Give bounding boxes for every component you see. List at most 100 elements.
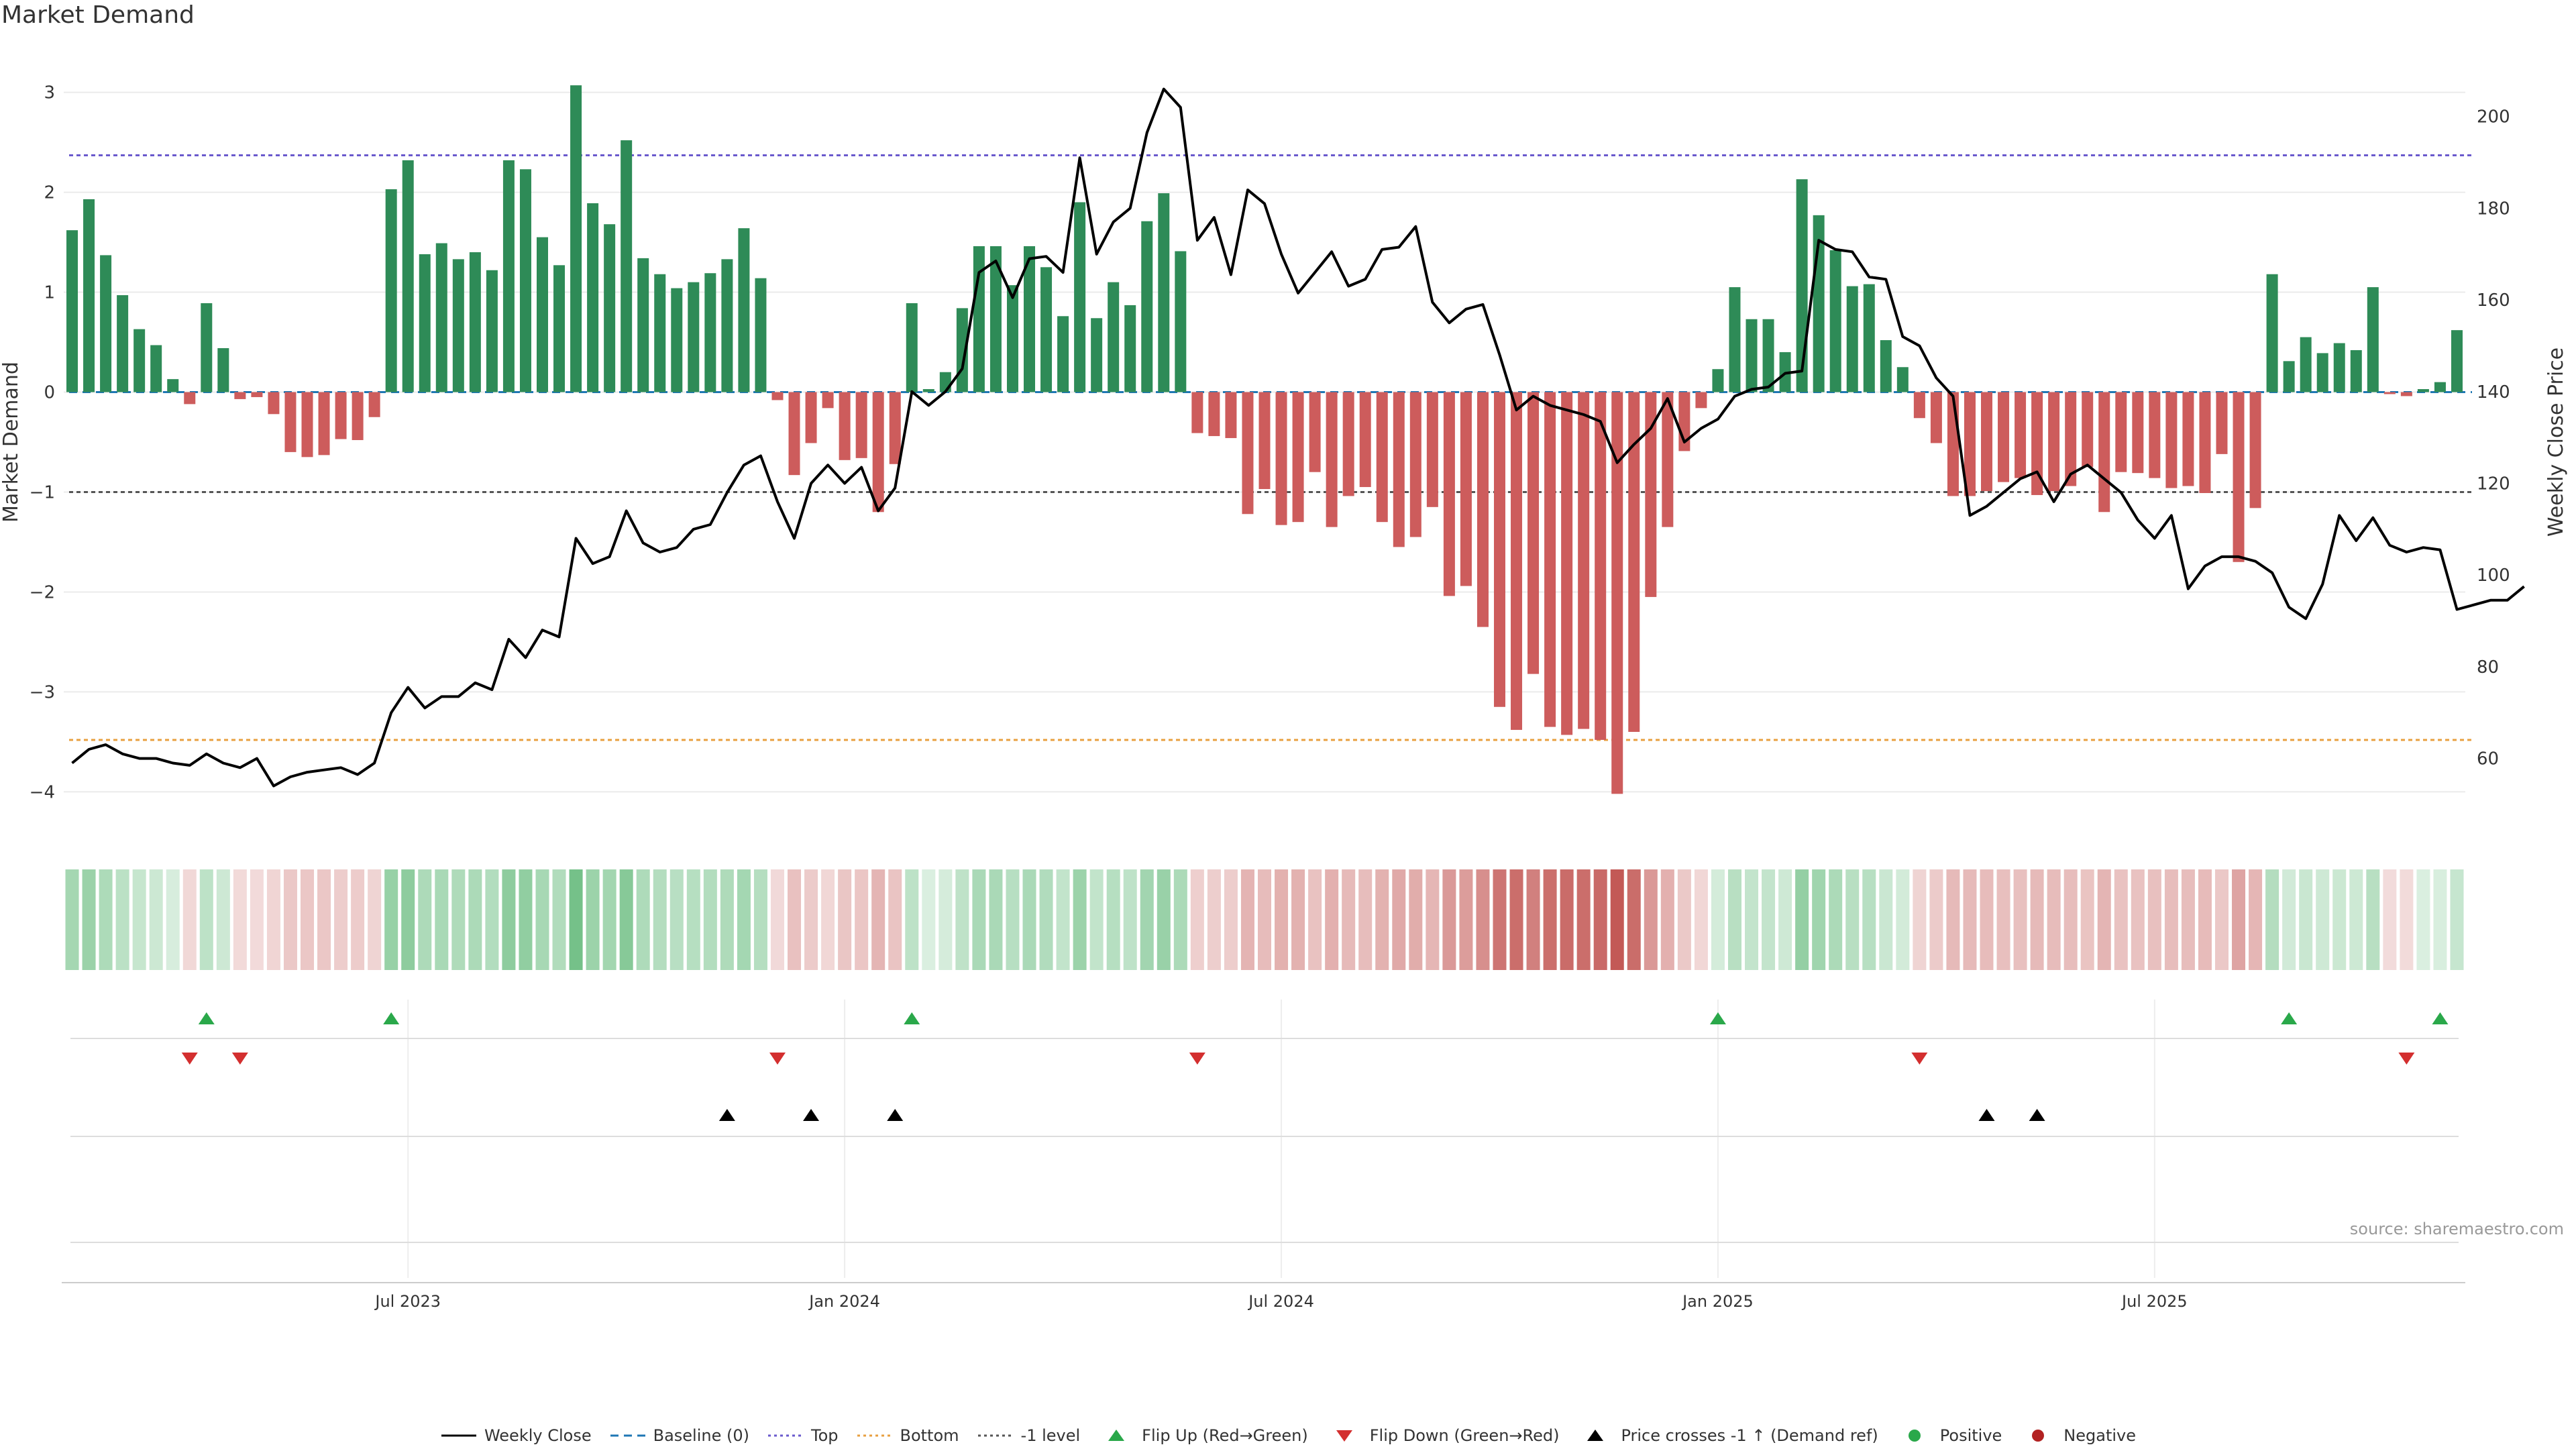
heat-cell [1526, 869, 1540, 970]
demand-bar [184, 392, 196, 405]
demand-bar [1359, 392, 1371, 488]
demand-bar [83, 199, 95, 392]
flip-up-marker [904, 1012, 920, 1024]
demand-bar [2300, 337, 2312, 392]
y-tick-label: 3 [44, 83, 55, 103]
demand-bar [1225, 392, 1237, 439]
demand-bar [1645, 392, 1657, 597]
heat-cell [99, 869, 113, 970]
x-tick-label: Jul 2023 [374, 1292, 441, 1311]
demand-bar [1191, 392, 1203, 433]
demand-bar [1846, 286, 1858, 392]
demand-bar [1947, 392, 1959, 496]
heat-cell [2400, 869, 2414, 970]
demand-bar [604, 224, 616, 392]
y2-axis-title: Weekly Close Price [2544, 347, 2568, 537]
heat-cell [1543, 869, 1557, 970]
heat-cell [435, 869, 449, 970]
heat-cell [1896, 869, 1910, 970]
heat-cell [2416, 869, 2430, 970]
demand-bar [469, 252, 481, 392]
heat-cell [2047, 869, 2061, 970]
y2-tick-label: 100 [2477, 566, 2510, 586]
y2-tick-label: 180 [2477, 199, 2510, 219]
heat-cell [1173, 869, 1187, 970]
flip-up-marker [383, 1012, 400, 1024]
heat-cell [418, 869, 432, 970]
legend-marker-icon [1336, 1430, 1352, 1442]
demand-bar [1108, 282, 1120, 392]
flip-down-marker [1189, 1053, 1205, 1065]
heat-cell [1762, 869, 1776, 970]
heat-cell [1727, 869, 1741, 970]
demand-bar [502, 160, 515, 392]
demand-bar [301, 392, 313, 458]
heat-cell [2114, 869, 2128, 970]
heat-cell [1862, 869, 1876, 970]
y2-tick-label: 60 [2477, 749, 2499, 769]
heat-cell [1627, 869, 1641, 970]
demand-bar [2048, 392, 2060, 491]
demand-bar [284, 392, 297, 452]
price-cross-marker [887, 1109, 904, 1121]
heat-cell [2013, 869, 2027, 970]
heat-cell [619, 869, 633, 970]
demand-bar [385, 189, 397, 392]
heat-cell [1190, 869, 1204, 970]
price-cross-marker [803, 1109, 820, 1121]
heat-cell [1022, 869, 1036, 970]
demand-bar [1527, 392, 1540, 674]
heat-cell [1745, 869, 1759, 970]
demand-bar [368, 392, 380, 417]
heat-cell [1677, 869, 1691, 970]
heat-cell [2332, 869, 2347, 970]
heat-cell [1392, 869, 1406, 970]
legend-marker-icon [2032, 1430, 2045, 1442]
heat-cell [1476, 869, 1490, 970]
legend-label: Negative [2063, 1426, 2137, 1445]
weekly-close-line [71, 87, 2525, 788]
heat-cell [1660, 869, 1674, 970]
flip-up-marker [2432, 1012, 2449, 1024]
heat-cell [2299, 869, 2313, 970]
heat-cell [2249, 869, 2263, 970]
demand-bar [352, 392, 364, 441]
legend-marker-icon [610, 1434, 645, 1437]
demand-bar [1762, 319, 1774, 392]
heat-cell [1610, 869, 1624, 970]
heat-cell [955, 869, 969, 970]
heat-cell [2080, 869, 2094, 970]
heat-cell [216, 869, 230, 970]
heat-cell [1560, 869, 1574, 970]
legend-item: Flip Up (Red→Green) [1097, 1426, 1308, 1445]
heat-cell [166, 869, 180, 970]
y2-tick-label: 80 [2477, 657, 2499, 678]
price-layer [71, 87, 2525, 788]
demand-bar [939, 372, 951, 392]
heat-cell [1711, 869, 1725, 970]
x-tick-label: Jul 2025 [2121, 1292, 2188, 1311]
heat-cell [753, 869, 767, 970]
demand-bar [1544, 392, 1556, 727]
heat-cell [2030, 869, 2044, 970]
heat-cell [401, 869, 415, 970]
heat-cell [301, 869, 315, 970]
demand-bar [654, 274, 666, 392]
demand-bar [117, 295, 129, 392]
price-cross-marker [718, 1109, 735, 1121]
demand-bar [1863, 284, 1875, 392]
legend-item: Bottom [856, 1426, 959, 1445]
demand-bar [1141, 221, 1153, 392]
legend-marker-icon [441, 1434, 476, 1437]
demand-bar [2249, 392, 2261, 508]
y-tick-label: −1 [30, 482, 55, 502]
demand-bar [1326, 392, 1338, 527]
heat-cell [1073, 869, 1087, 970]
legend-label: Top [811, 1426, 839, 1445]
heat-cell [972, 869, 986, 970]
heat-cell [686, 869, 700, 970]
heat-cell [182, 869, 197, 970]
y-tick-label: −3 [30, 682, 55, 702]
heat-cell [1207, 869, 1221, 970]
heat-cell [1778, 869, 1792, 970]
